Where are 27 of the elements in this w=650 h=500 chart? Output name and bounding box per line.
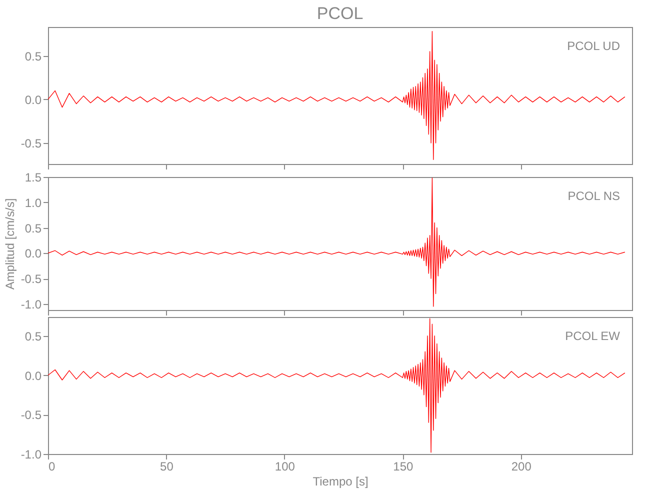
x-tick-label: 200 [511,460,532,474]
annotation: PCOL NS [568,189,620,203]
y-tick-label: 0.0 [24,368,42,383]
y-tick-label: -0.5 [20,136,42,151]
line-series [48,178,626,307]
y-tick-label: 1.0 [24,196,42,210]
y-tick-label: 0.0 [24,92,42,107]
y-tick-label: 0.5 [24,329,42,344]
annotation: PCOL UD [567,39,620,53]
y-axis-title: Amplitud [cm/s/s] [2,198,17,290]
x-axis-title: Tiempo [s] [312,474,368,488]
line-series [48,31,626,160]
y-tick-label: 0.0 [24,246,42,261]
x-tick-label: 150 [393,460,414,474]
x-tick-label: 50 [160,460,174,474]
annotation: PCOL EW [565,329,621,343]
line-series [48,318,626,453]
y-tick-label: -0.5 [20,272,42,286]
chart-title: PCOL [316,4,364,23]
y-tick-label: 0.5 [24,221,42,236]
y-tick-label: 0.5 [24,49,42,64]
y-tick-label: -1.0 [20,297,42,312]
y-tick-label: -1.0 [20,448,42,462]
y-tick-label: -0.5 [20,408,42,422]
x-tick-label: 0 [48,460,56,474]
x-tick-label: 100 [274,460,296,474]
y-tick-label: 1.5 [24,170,42,184]
